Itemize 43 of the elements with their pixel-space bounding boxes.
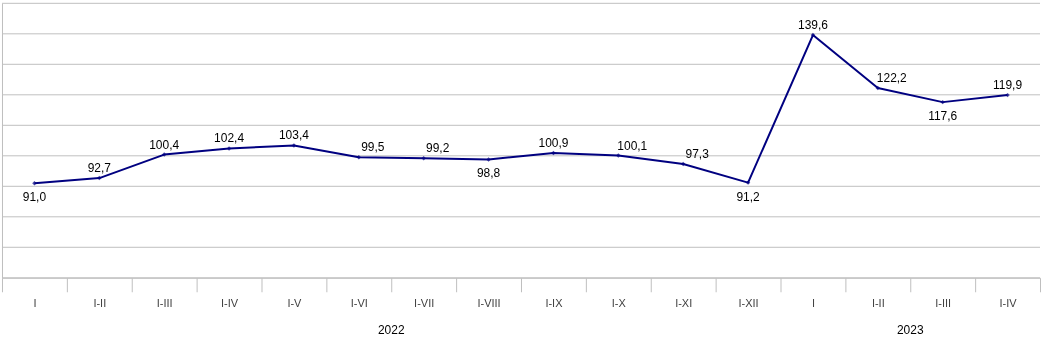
point <box>875 85 881 91</box>
x-tick-label: I-II <box>871 297 885 310</box>
x-tick-label: I-X <box>611 297 627 310</box>
data-label: 97,3 <box>685 147 710 162</box>
x-tick-label: I-VIII <box>477 297 501 310</box>
x-tick-label: I <box>33 297 37 310</box>
data-label: 119,9 <box>993 78 1023 93</box>
data-label: 92,7 <box>87 161 112 176</box>
point <box>680 161 686 167</box>
data-label: 122,2 <box>876 71 908 86</box>
point <box>810 32 816 38</box>
data-label: 98,8 <box>476 166 501 181</box>
x-tick-label: I <box>811 297 815 310</box>
x-tick-label: I-III <box>935 297 952 310</box>
data-label: 100,4 <box>149 137 180 152</box>
data-label: 91,0 <box>22 190 47 205</box>
data-label: 139,6 <box>797 18 829 33</box>
point <box>940 99 945 105</box>
data-label: 99,5 <box>361 140 385 155</box>
data-label: 100,1 <box>617 138 648 153</box>
x-tick-label: I-V <box>287 297 303 310</box>
text: 2023 <box>896 322 924 337</box>
point <box>421 156 426 161</box>
x-tick-label: I-II <box>93 297 107 310</box>
x-tick-label: I-XI <box>675 297 693 310</box>
data-label: 100,9 <box>538 136 569 151</box>
data-label: 91,2 <box>736 189 761 204</box>
point <box>486 157 491 162</box>
point <box>32 181 37 186</box>
x-tick-label: I-IX <box>545 297 564 310</box>
data-label: 103,4 <box>278 128 310 143</box>
x-tick-label: I-IV <box>999 297 1018 310</box>
point <box>356 155 362 160</box>
x-tick-label: I-XII <box>738 297 759 310</box>
text: 2022 <box>377 322 405 337</box>
x-tick-label: I-VI <box>350 297 368 310</box>
data-label: 117,6 <box>928 109 958 124</box>
point <box>616 153 621 158</box>
data-label: 99,2 <box>426 141 450 156</box>
x-tick-label: I-VII <box>414 297 435 310</box>
x-tick-label: I-III <box>156 297 173 310</box>
data-label: 102,4 <box>214 131 245 146</box>
x-tick-label: I-IV <box>221 297 239 310</box>
